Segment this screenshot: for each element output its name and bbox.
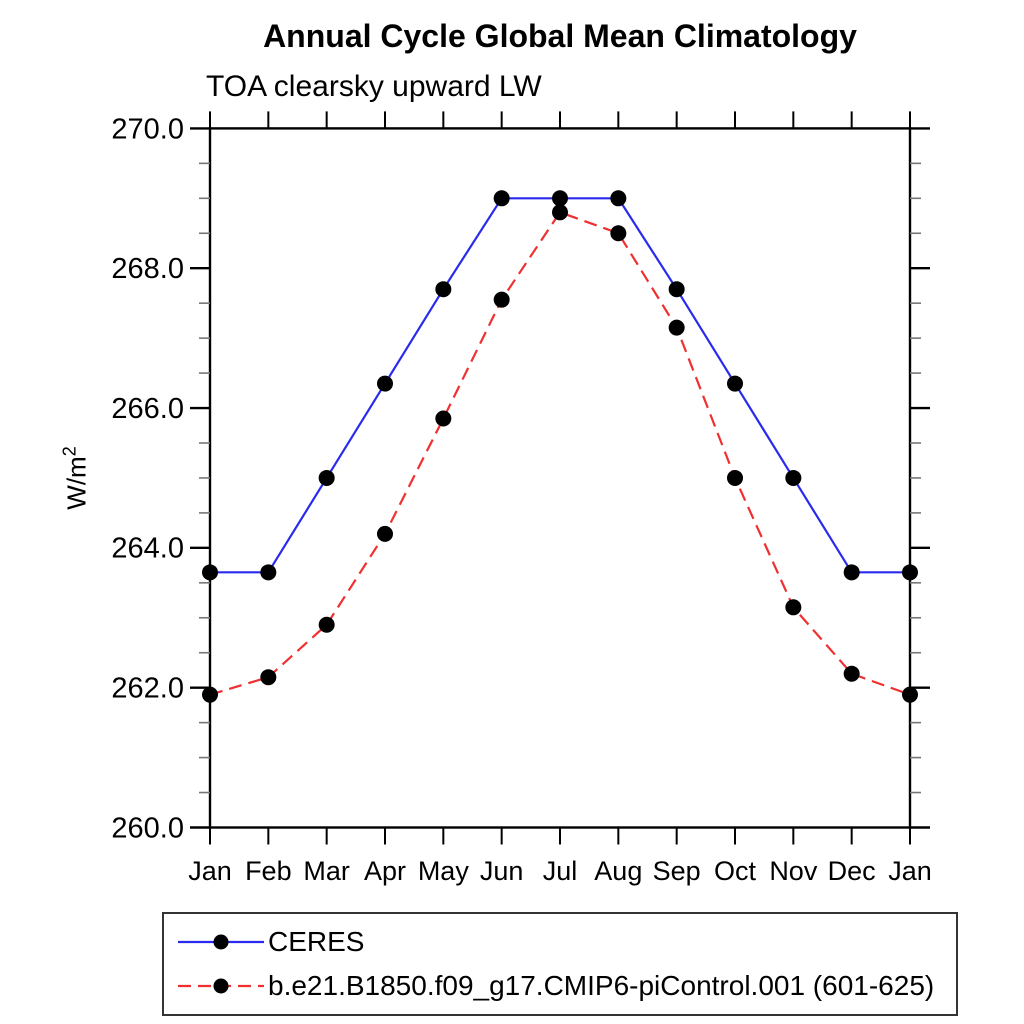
data-point-0 bbox=[902, 564, 918, 581]
data-point-0 bbox=[435, 281, 452, 298]
x-tick-label: Mar bbox=[303, 856, 350, 886]
y-tick-label: 264.0 bbox=[111, 533, 184, 565]
data-point-0 bbox=[610, 190, 627, 207]
data-point-1 bbox=[668, 319, 685, 336]
y-tick-label: 268.0 bbox=[111, 253, 184, 285]
data-point-0 bbox=[493, 190, 510, 207]
x-tick-label: May bbox=[418, 856, 470, 886]
data-point-1 bbox=[902, 686, 918, 703]
data-point-0 bbox=[727, 375, 743, 392]
data-point-1 bbox=[435, 410, 452, 427]
data-point-1 bbox=[202, 686, 218, 703]
data-point-1 bbox=[785, 599, 802, 616]
y-tick-label: 270.0 bbox=[111, 113, 184, 145]
data-point-1 bbox=[493, 291, 510, 308]
x-tick-label: Sep bbox=[653, 856, 701, 886]
data-point-1 bbox=[260, 669, 277, 686]
legend: CERES b.e21.B1850.f09_g17.CMIP6-piContro… bbox=[162, 912, 958, 1016]
legend-item-ceres: CERES bbox=[176, 924, 956, 960]
x-tick-label: Feb bbox=[245, 856, 292, 886]
plot-frame bbox=[208, 127, 912, 829]
x-tick-label: Jan bbox=[188, 856, 232, 886]
data-point-0 bbox=[668, 281, 685, 298]
y-tick-label: 262.0 bbox=[111, 673, 184, 705]
legend-line-sample-solid bbox=[178, 934, 264, 950]
chart-subtitle: TOA clearsky upward LW bbox=[206, 70, 542, 103]
data-point-1 bbox=[727, 469, 743, 486]
data-point-1 bbox=[843, 665, 860, 682]
data-point-0 bbox=[552, 190, 568, 207]
x-tick-label: Aug bbox=[594, 856, 642, 886]
legend-sample-marker bbox=[213, 934, 229, 950]
x-tick-label: Jul bbox=[543, 856, 578, 886]
data-point-0 bbox=[318, 469, 335, 486]
x-tick-label: Dec bbox=[828, 856, 876, 886]
chart-title: Annual Cycle Global Mean Climatology bbox=[263, 18, 857, 54]
legend-label: CERES bbox=[268, 926, 365, 957]
legend-label: b.e21.B1850.f09_g17.CMIP6-piControl.001 … bbox=[268, 970, 935, 1001]
data-point-1 bbox=[610, 225, 627, 242]
data-point-1 bbox=[377, 525, 393, 542]
series-line-1 bbox=[209, 210, 911, 696]
x-tick-label: Oct bbox=[714, 856, 757, 886]
data-point-1 bbox=[318, 616, 335, 633]
x-tick-label: Jun bbox=[480, 856, 524, 886]
series-line-0 bbox=[210, 197, 910, 574]
data-point-0 bbox=[377, 375, 393, 392]
data-point-0 bbox=[785, 469, 802, 486]
y-tick-label: 266.0 bbox=[111, 393, 184, 425]
legend-sample-marker bbox=[213, 978, 229, 994]
legend-line-sample-dashed bbox=[178, 978, 264, 994]
y-tick-label: 260.0 bbox=[111, 812, 184, 844]
data-point-0 bbox=[260, 564, 277, 581]
legend-item-model: b.e21.B1850.f09_g17.CMIP6-piControl.001 … bbox=[176, 968, 956, 1004]
data-point-1 bbox=[552, 204, 568, 221]
x-tick-label: Nov bbox=[769, 856, 818, 886]
x-tick-label: Apr bbox=[364, 856, 406, 886]
data-point-0 bbox=[843, 564, 860, 581]
x-tick-label: Jan bbox=[888, 856, 932, 886]
data-point-0 bbox=[202, 564, 218, 581]
